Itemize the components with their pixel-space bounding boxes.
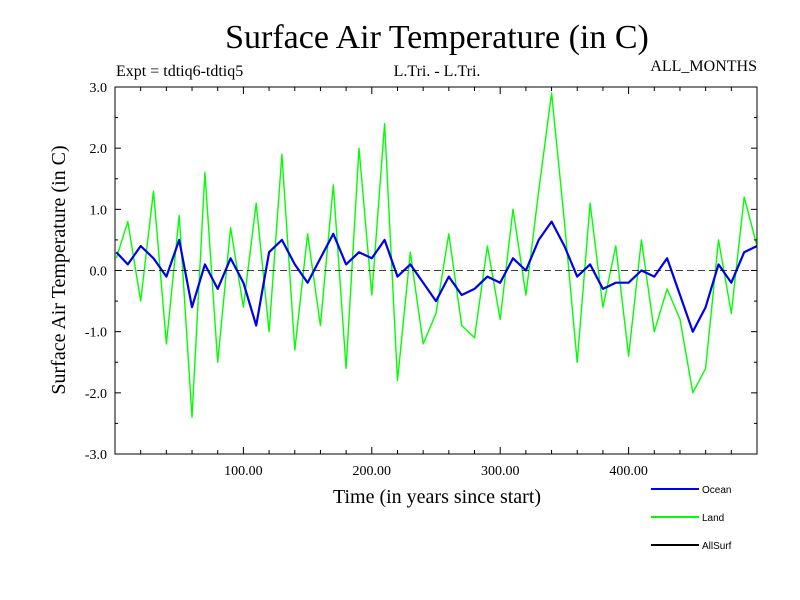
y-tick-label: 3.0 [90, 81, 108, 96]
y-tick-label: -1.0 [85, 326, 107, 341]
y-tick-label: 2.0 [90, 142, 108, 157]
chart-subtitle-left: Expt = tdtiq6-tdtiq5 [116, 63, 243, 80]
x-tick-label: 100.00 [224, 464, 263, 479]
x-tick-label: 200.00 [353, 464, 392, 479]
series-layer [115, 92, 757, 418]
y-axis-label: Surface Air Temperature (in C) [48, 145, 70, 394]
series-line-ocean [115, 220, 757, 333]
x-tick-label: 300.00 [481, 464, 520, 479]
chart-subtitle-center: L.Tri. - L.Tri. [394, 63, 481, 80]
axis-layer: -3.0 -2.0 -1.0 0.0 1.0 2.0 3.0 100.00 200.00 300.… [85, 81, 757, 479]
legend-label-land: Land [702, 513, 724, 524]
y-tick-label: 0.0 [90, 265, 108, 280]
y-tick-label: -3.0 [85, 448, 107, 463]
x-tick-label: 400.00 [609, 464, 648, 479]
legend-label-allsurf: AllSurf [702, 541, 732, 552]
y-tick-label: 1.0 [90, 203, 108, 218]
chart-title: Surface Air Temperature (in C) [225, 19, 649, 56]
y-tick-label: -2.0 [85, 387, 107, 402]
chart-subtitle-right: ALL_MONTHS [650, 58, 757, 75]
legend-label-ocean: Ocean [702, 485, 731, 496]
series-line-land [115, 92, 757, 418]
x-axis-label: Time (in years since start) [333, 486, 541, 508]
legend: Ocean Land AllSurf [651, 485, 732, 552]
